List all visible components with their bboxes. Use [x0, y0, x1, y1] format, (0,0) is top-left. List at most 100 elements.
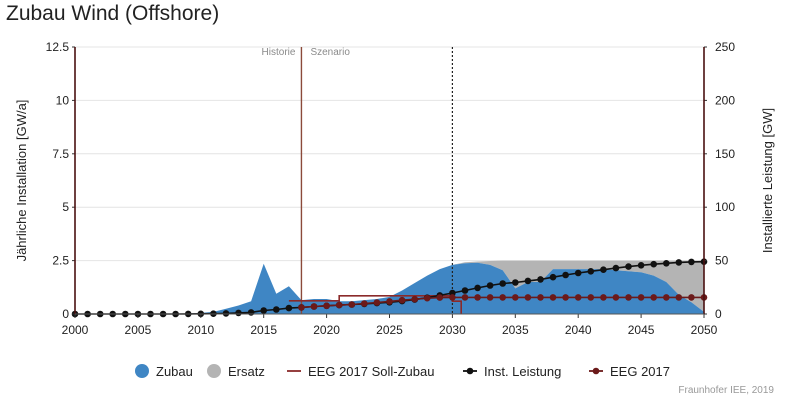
phase-label-history: Historie — [262, 47, 296, 58]
point-inst-leistung — [575, 270, 582, 277]
x-tick-label: 2040 — [565, 323, 592, 337]
x-tick-label: 2030 — [439, 323, 466, 337]
legend-swatch-dot — [593, 368, 600, 375]
phase-markers: Historie Szenario — [262, 47, 351, 58]
point-eeg-2017 — [676, 294, 683, 301]
point-eeg-2017 — [323, 303, 330, 310]
point-inst-leistung — [260, 307, 267, 314]
point-eeg-2017 — [399, 297, 406, 304]
legend-label: EEG 2017 Soll-Zubau — [308, 364, 434, 379]
point-eeg-2017 — [600, 294, 607, 301]
y-tick-label-right: 250 — [715, 40, 735, 54]
y-tick-label-left: 0 — [62, 307, 69, 321]
point-eeg-2017 — [298, 304, 305, 311]
y-axis-label-left: Jährliche Installation [GW/a] — [14, 100, 29, 262]
point-eeg-2017 — [386, 298, 393, 305]
point-eeg-2017 — [374, 299, 381, 306]
y-tick-label-right: 200 — [715, 93, 735, 107]
point-eeg-2017 — [349, 301, 356, 308]
point-inst-leistung — [512, 279, 519, 286]
point-eeg-2017 — [638, 294, 645, 301]
y-tick-label-left: 2.5 — [52, 254, 69, 268]
x-tick-label: 2035 — [502, 323, 529, 337]
point-eeg-2017 — [663, 294, 670, 301]
point-inst-leistung — [613, 265, 620, 272]
x-tick-label: 2015 — [250, 323, 277, 337]
legend: Zubau Ersatz EEG 2017 Soll-Zubau Inst. Leis… — [135, 364, 670, 379]
x-tick-label: 2010 — [187, 323, 214, 337]
x-tick-label: 2045 — [628, 323, 655, 337]
area-layer — [75, 47, 704, 314]
point-inst-leistung — [650, 261, 657, 268]
point-inst-leistung — [688, 259, 695, 266]
point-eeg-2017 — [474, 294, 481, 301]
legend-label: Inst. Leistung — [484, 364, 561, 379]
y-tick-label-right: 150 — [715, 147, 735, 161]
y-axis-label-right: Installierte Leistung [GW] — [760, 108, 775, 253]
legend-swatch — [135, 364, 149, 378]
legend-label: Ersatz — [228, 364, 265, 379]
point-eeg-2017 — [411, 296, 418, 303]
legend-label: Zubau — [156, 364, 193, 379]
point-eeg-2017 — [449, 294, 456, 301]
point-inst-leistung — [273, 306, 280, 313]
x-tick-label: 2005 — [125, 323, 152, 337]
point-eeg-2017 — [550, 294, 557, 301]
source-credit: Fraunhofer IEE, 2019 — [678, 385, 774, 396]
y-tick-label-right: 100 — [715, 200, 735, 214]
point-inst-leistung — [588, 268, 595, 275]
point-inst-leistung — [462, 287, 469, 294]
x-tick-label: 2000 — [62, 323, 89, 337]
legend-swatch-dot — [467, 368, 474, 375]
y-tick-label-left: 10 — [56, 93, 70, 107]
point-eeg-2017 — [562, 294, 569, 301]
point-eeg-2017 — [462, 294, 469, 301]
y-tick-label-right: 0 — [715, 307, 722, 321]
point-eeg-2017 — [499, 294, 506, 301]
point-eeg-2017 — [688, 294, 695, 301]
point-eeg-2017 — [361, 300, 368, 307]
y-tick-label-left: 12.5 — [46, 40, 70, 54]
point-inst-leistung — [638, 262, 645, 269]
point-eeg-2017 — [336, 302, 343, 309]
point-eeg-2017 — [588, 294, 595, 301]
point-inst-leistung — [487, 282, 494, 289]
point-inst-leistung — [537, 276, 544, 283]
grid-lines — [75, 47, 704, 261]
point-inst-leistung — [525, 278, 532, 285]
phase-label-scenario: Szenario — [310, 47, 350, 58]
legend-label: EEG 2017 — [610, 364, 670, 379]
point-eeg-2017 — [424, 295, 431, 302]
point-inst-leistung — [550, 274, 557, 281]
point-eeg-2017 — [537, 294, 544, 301]
point-eeg-2017 — [437, 294, 444, 301]
x-tick-label: 2020 — [313, 323, 340, 337]
point-inst-leistung — [499, 280, 506, 287]
point-eeg-2017 — [575, 294, 582, 301]
point-eeg-2017 — [625, 294, 632, 301]
point-inst-leistung — [235, 310, 242, 317]
point-inst-leistung — [600, 266, 607, 273]
point-inst-leistung — [676, 259, 683, 266]
point-inst-leistung — [223, 310, 230, 317]
point-eeg-2017 — [525, 294, 532, 301]
point-eeg-2017 — [487, 294, 494, 301]
point-inst-leistung — [474, 285, 481, 292]
y-tick-label-right: 50 — [715, 254, 729, 268]
area-zubau — [75, 263, 704, 314]
legend-swatch — [207, 364, 221, 378]
point-eeg-2017 — [613, 294, 620, 301]
point-eeg-2017 — [650, 294, 657, 301]
point-inst-leistung — [562, 272, 569, 279]
x-tick-label: 2050 — [691, 323, 718, 337]
point-inst-leistung — [286, 305, 293, 312]
x-tick-label: 2025 — [376, 323, 403, 337]
y-tick-label-left: 7.5 — [52, 147, 69, 161]
point-inst-leistung — [625, 263, 632, 270]
point-inst-leistung — [663, 260, 670, 267]
point-inst-leistung — [248, 309, 255, 316]
point-eeg-2017 — [512, 294, 519, 301]
y-tick-label-left: 5 — [62, 200, 69, 214]
point-eeg-2017 — [311, 303, 318, 310]
